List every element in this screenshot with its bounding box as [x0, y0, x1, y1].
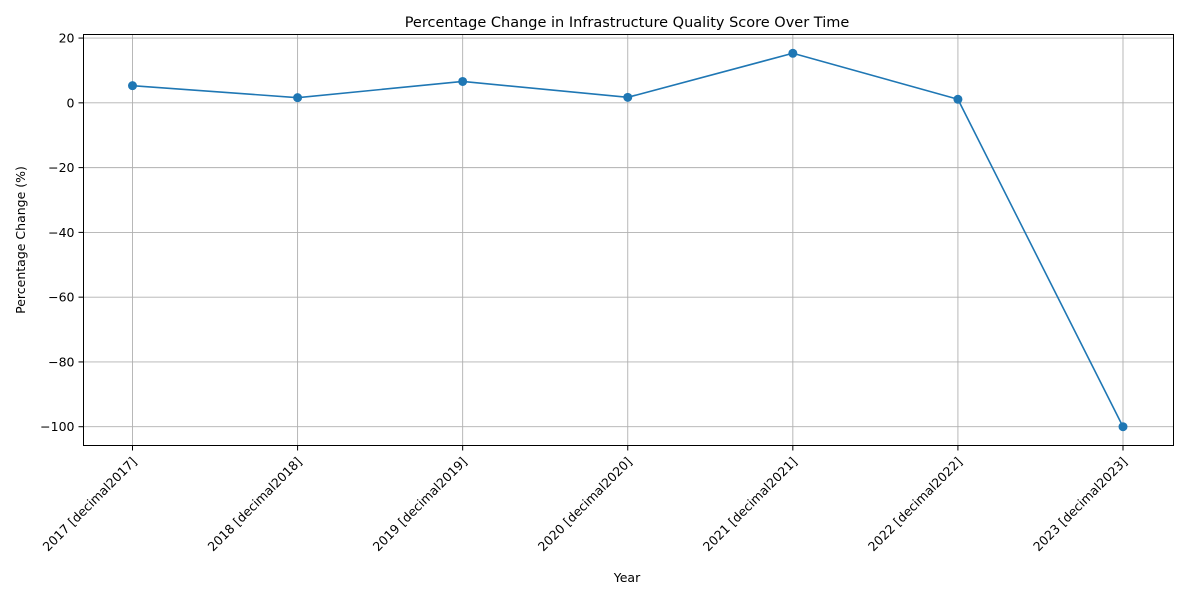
- x-tick-label: 2023 [decimal2023]: [1030, 454, 1130, 554]
- x-tick-label: 2020 [decimal2020]: [535, 454, 635, 554]
- y-tick-label: 20: [59, 31, 75, 46]
- data-point: [788, 48, 798, 58]
- y-axis: 20 0 −20 −40 −60 −80 −100: [40, 31, 84, 434]
- y-axis-label: Percentage Change (%): [13, 166, 28, 314]
- chart-title: Percentage Change in Infrastructure Qual…: [405, 15, 850, 31]
- y-tick-label: −60: [48, 290, 74, 305]
- y-tick-label: 0: [67, 95, 75, 110]
- x-tick-label: 2019 [decimal2019]: [370, 454, 470, 554]
- plot-area-frame: [83, 34, 1174, 446]
- x-tick-label: 2021 [decimal2021]: [700, 454, 800, 554]
- y-tick-label: −100: [40, 419, 74, 434]
- series-layer: [128, 48, 1128, 432]
- data-point: [128, 81, 137, 91]
- data-point: [293, 93, 303, 103]
- x-tick-label: 2018 [decimal2018]: [205, 454, 305, 554]
- x-axis-label: Year: [613, 570, 641, 585]
- data-point: [458, 76, 468, 86]
- y-tick-label: −20: [48, 160, 74, 175]
- x-tick-label: 2017 [decimal2017]: [39, 454, 139, 554]
- data-point: [623, 92, 633, 102]
- y-tick-label: −40: [48, 225, 74, 240]
- data-point: [1118, 422, 1128, 432]
- data-point: [953, 94, 963, 104]
- y-tick-label: −80: [48, 354, 74, 369]
- x-tick-label: 2022 [decimal2022]: [865, 454, 965, 554]
- x-axis: 2017 [decimal2017] 2018 [decimal2018] 2019…: [39, 445, 1130, 554]
